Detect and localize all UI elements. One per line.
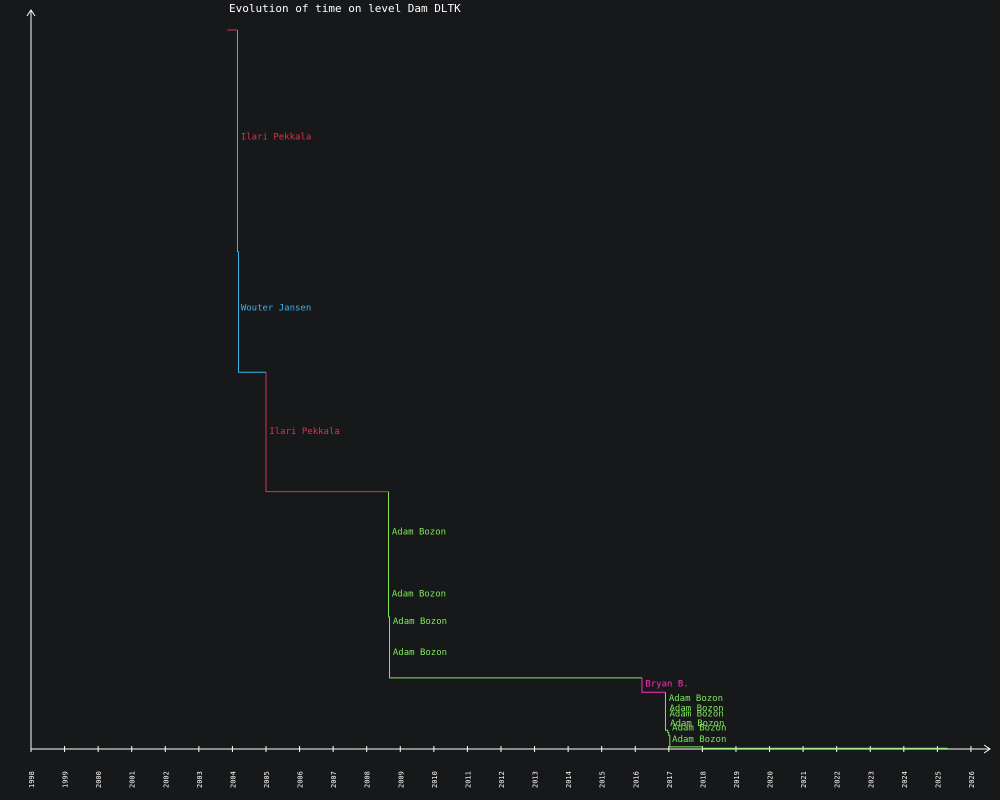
series-labels: Ilari Pekkala Wouter Jansen Ilari Pekkala A… xyxy=(241,132,727,745)
x-tick-label: 2018 xyxy=(699,771,707,788)
record-holder-label: Adam Bozon xyxy=(672,735,726,745)
step-segment xyxy=(701,746,948,749)
record-holder-label: Adam Bozon xyxy=(392,528,446,538)
chart-title: Evolution of time on level Dam DLTK xyxy=(229,2,461,15)
step-segment xyxy=(667,730,669,733)
record-holder-label: Bryan B. xyxy=(645,679,688,689)
x-tick-label: 2005 xyxy=(263,771,271,788)
record-holder-label: Wouter Jansen xyxy=(241,303,311,313)
x-tick-label: 2009 xyxy=(397,771,405,788)
record-holder-label: Adam Bozon xyxy=(670,710,724,720)
step-segment xyxy=(641,677,666,693)
step-segment xyxy=(389,616,642,679)
record-holder-label: Adam Bozon xyxy=(393,648,447,658)
x-tick-label: 2026 xyxy=(968,771,976,788)
axes: 1998 1999 2000 2001 2002 2003 2004 2005 2006 2007… xyxy=(26,9,991,788)
x-tick-label: 2004 xyxy=(229,771,237,788)
x-tick-label: 2007 xyxy=(330,771,338,788)
step-segment xyxy=(664,692,668,731)
x-tick-label: 2008 xyxy=(364,771,372,788)
x-tick-label: 2020 xyxy=(767,771,775,788)
x-tick-label: 2001 xyxy=(129,771,137,788)
x-tick-label: 2006 xyxy=(297,771,305,788)
step-segment xyxy=(237,251,266,373)
x-tick-label: 2024 xyxy=(901,771,909,788)
x-tick-label: 2003 xyxy=(196,771,204,788)
x-tick-label: 2022 xyxy=(834,771,842,788)
x-tick-label: 2015 xyxy=(599,771,607,788)
x-tick-label: 1999 xyxy=(62,771,70,788)
record-holder-label: Adam Bozon xyxy=(669,694,723,704)
x-tick-label: 2016 xyxy=(632,771,640,788)
x-tick-label: 2025 xyxy=(934,771,942,788)
step-segment xyxy=(236,30,239,252)
x-tick-label: 2011 xyxy=(464,771,472,788)
x-tick-label: 2021 xyxy=(800,771,808,788)
x-tick-label: 2023 xyxy=(867,771,875,788)
record-holder-label: Adam Bozon xyxy=(672,723,726,733)
record-holder-label: Adam Bozon xyxy=(393,617,447,627)
record-holder-label: Adam Bozon xyxy=(670,719,724,729)
record-holder-label: Ilari Pekkala xyxy=(241,132,311,142)
x-tick-label: 2002 xyxy=(162,771,170,788)
x-tick-label: 2014 xyxy=(565,771,573,788)
x-tick-label: 2017 xyxy=(666,771,674,788)
step-series xyxy=(227,29,948,749)
x-tick-label: 2013 xyxy=(532,771,540,788)
x-tick-label: 2012 xyxy=(498,771,506,788)
x-tick-label: 2000 xyxy=(95,771,103,788)
x-tick-label: 1998 xyxy=(28,771,36,788)
record-holder-label: Adam Bozon xyxy=(392,590,446,600)
step-segment xyxy=(388,491,390,618)
x-tick-label: 2010 xyxy=(431,771,439,788)
x-tick-label: 2019 xyxy=(733,771,741,788)
step-segment xyxy=(265,372,389,493)
step-segment xyxy=(668,732,670,736)
x-axis-arrow xyxy=(983,744,991,754)
record-holder-label: Adam Bozon xyxy=(670,704,724,714)
record-holder-label: Ilari Pekkala xyxy=(269,427,339,437)
step-segment xyxy=(669,735,703,748)
y-axis-arrow xyxy=(26,9,36,17)
